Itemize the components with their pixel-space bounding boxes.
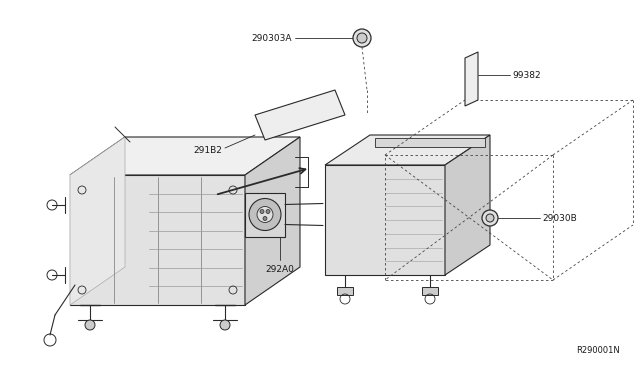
Polygon shape [245,137,300,305]
Polygon shape [375,138,485,147]
Polygon shape [255,90,345,140]
Text: 29030B: 29030B [542,214,577,222]
Polygon shape [70,137,300,175]
Polygon shape [245,192,285,237]
Polygon shape [465,52,478,106]
Circle shape [249,199,281,231]
Text: 292A0: 292A0 [266,264,294,273]
Circle shape [260,209,264,214]
Text: 99382: 99382 [512,71,541,80]
Polygon shape [325,165,445,275]
Polygon shape [325,135,490,165]
Circle shape [85,320,95,330]
Text: 291B2: 291B2 [193,145,222,154]
Circle shape [357,33,367,43]
Polygon shape [422,287,438,295]
Polygon shape [337,287,353,295]
Circle shape [257,206,273,222]
Circle shape [266,209,270,214]
Polygon shape [70,137,125,305]
Polygon shape [70,175,245,305]
Polygon shape [445,135,490,275]
Circle shape [353,29,371,47]
Text: R290001N: R290001N [576,346,620,355]
Circle shape [486,214,494,222]
Circle shape [220,320,230,330]
Text: 290303A: 290303A [252,33,292,42]
Circle shape [482,210,498,226]
Circle shape [263,217,267,221]
